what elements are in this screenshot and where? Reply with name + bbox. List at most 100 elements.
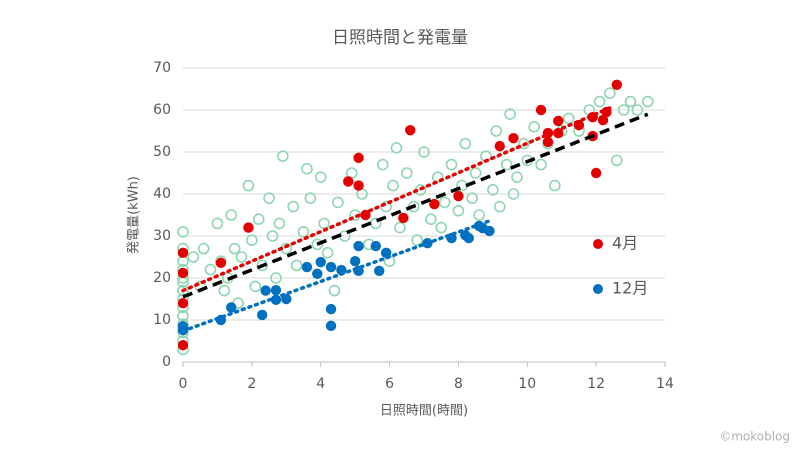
point — [562, 112, 575, 125]
y-axis-label: 発電量(kWh) — [127, 176, 142, 254]
point — [376, 158, 389, 171]
point — [463, 232, 474, 244]
point — [290, 259, 303, 272]
point — [418, 146, 430, 158]
point — [228, 242, 241, 255]
point — [277, 150, 289, 162]
point — [511, 171, 523, 183]
x-axis-label: 日照時間(時間) — [380, 404, 468, 419]
point — [452, 205, 465, 217]
point — [405, 124, 416, 136]
point — [553, 115, 564, 127]
point — [246, 234, 258, 246]
point — [349, 256, 361, 267]
point — [610, 154, 623, 167]
point — [490, 125, 503, 137]
point — [370, 240, 381, 252]
point — [398, 212, 409, 224]
y-tick-label: 10 — [153, 312, 171, 328]
point — [353, 180, 364, 191]
trendline — [181, 219, 492, 333]
point — [400, 167, 413, 179]
point — [624, 95, 637, 108]
point — [332, 196, 344, 209]
point — [617, 104, 630, 116]
point — [301, 163, 313, 175]
point — [256, 309, 268, 321]
point — [325, 320, 337, 332]
x-tick-label: 2 — [247, 376, 256, 392]
x-tick-label: 6 — [385, 376, 394, 392]
point — [187, 251, 200, 263]
y-tick-label: 50 — [153, 144, 171, 160]
watermark: ©mokoblog — [719, 430, 790, 444]
point — [273, 217, 286, 230]
point — [508, 132, 519, 144]
point — [266, 230, 279, 242]
point — [469, 167, 482, 179]
point — [535, 158, 547, 171]
point — [380, 200, 392, 213]
point — [542, 136, 554, 148]
y-tick-label: 20 — [153, 270, 171, 286]
point — [314, 171, 327, 183]
point — [225, 209, 237, 221]
point — [438, 196, 451, 209]
trendline — [182, 112, 649, 299]
legend-label: 12月 — [612, 279, 648, 298]
point — [387, 179, 399, 192]
point — [177, 267, 189, 279]
x-tick-label: 10 — [518, 376, 536, 392]
point — [311, 238, 324, 251]
point — [270, 272, 282, 284]
point — [353, 240, 364, 252]
point — [177, 226, 189, 238]
point — [252, 213, 265, 225]
point — [243, 222, 254, 233]
point — [518, 137, 530, 150]
point — [177, 298, 189, 309]
point — [177, 247, 189, 258]
point — [312, 268, 323, 279]
legend-marker — [593, 239, 603, 249]
point — [429, 198, 440, 210]
point — [260, 285, 271, 296]
point — [445, 158, 458, 171]
point — [321, 247, 334, 259]
point — [641, 95, 654, 108]
point — [353, 152, 364, 164]
y-tick-label: 60 — [153, 102, 171, 118]
point — [242, 179, 255, 192]
point — [249, 280, 262, 293]
point — [425, 213, 437, 225]
x-tick-label: 4 — [316, 376, 325, 392]
point — [466, 192, 479, 204]
y-tick-label: 0 — [162, 354, 171, 370]
x-tick-label: 0 — [179, 376, 188, 392]
point — [535, 104, 547, 116]
point — [593, 95, 606, 108]
point — [459, 137, 472, 150]
point — [504, 108, 516, 120]
point — [270, 284, 282, 296]
point — [325, 261, 337, 273]
legend-marker — [593, 284, 603, 294]
point — [431, 171, 444, 183]
point — [177, 340, 189, 351]
x-tick-label: 8 — [454, 376, 463, 392]
point — [211, 217, 224, 230]
point — [435, 221, 448, 234]
point — [631, 104, 644, 116]
point — [235, 251, 248, 263]
point — [604, 87, 616, 99]
point — [590, 167, 602, 179]
point — [263, 192, 275, 204]
chart-title: 日照時間と発電量 — [332, 28, 468, 48]
point — [494, 140, 505, 152]
y-tick-label: 30 — [153, 228, 171, 244]
point — [287, 200, 299, 213]
point — [487, 184, 499, 196]
point — [528, 121, 540, 133]
point — [328, 284, 341, 297]
